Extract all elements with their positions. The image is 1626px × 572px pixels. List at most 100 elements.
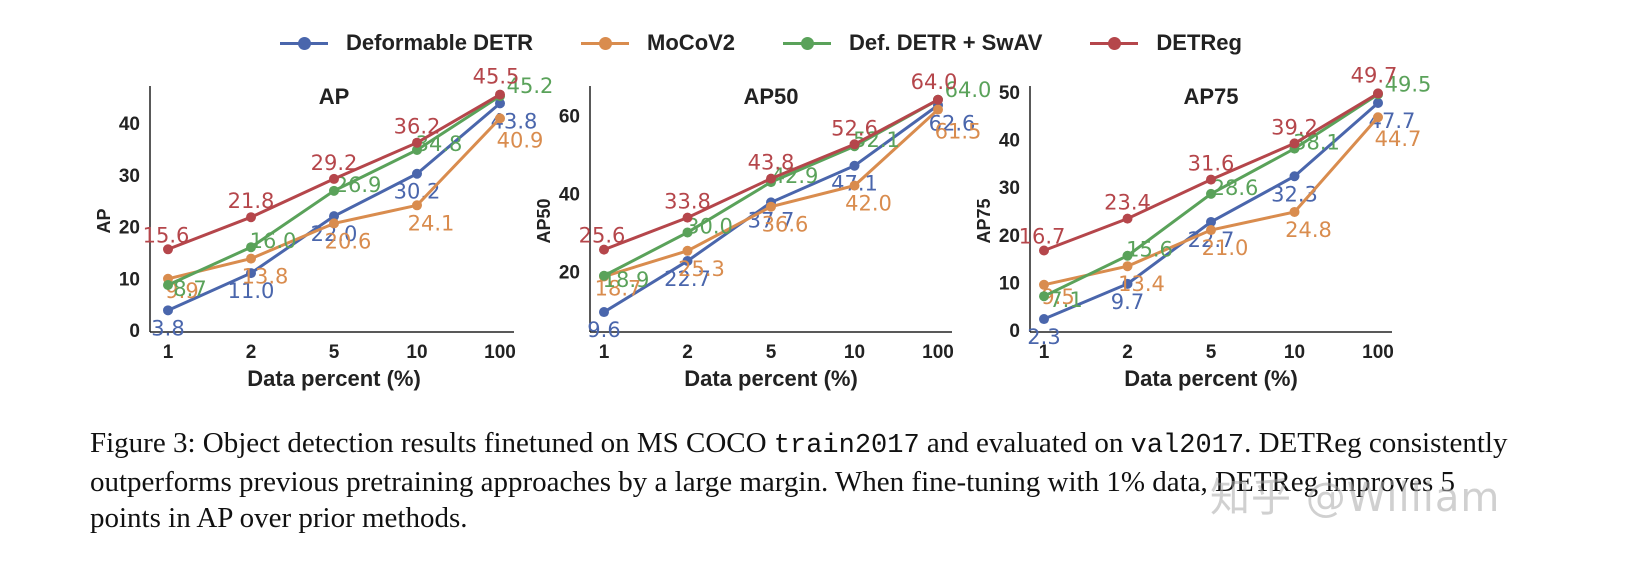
data-label: 45.2 [507,74,554,98]
data-label: 52.6 [831,116,878,140]
data-point [849,160,860,171]
legend-item-swav: Def. DETR + SwAV [783,30,1042,56]
data-point [412,168,422,179]
data-label: 24.8 [1285,218,1332,242]
figure-caption: Figure 3: Object detection results finet… [90,425,1530,536]
y-tick-label: 0 [129,321,140,342]
data-point [412,144,422,155]
data-point [1122,213,1133,224]
x-tick-label: 100 [1362,342,1394,363]
data-label: 9.7 [1111,290,1144,314]
y-tick-label: 30 [119,166,140,187]
data-label: 49.7 [1351,63,1398,87]
legend-item-detreg: DETReg [1090,30,1242,56]
data-point [1373,97,1383,108]
data-label: 30.0 [686,214,733,238]
data-label: 18.7 [595,277,642,301]
data-label: 25.6 [579,224,626,248]
data-label: 22.7 [664,267,711,291]
data-point [1039,291,1049,302]
data-point [246,212,256,223]
x-tick-label: 5 [329,342,340,363]
y-tick-label: 20 [999,226,1020,247]
data-label: 37.7 [748,208,795,232]
data-point [495,98,505,109]
data-label: 36.2 [394,115,441,139]
data-point [682,227,693,238]
data-label: 30.2 [394,180,441,204]
data-point [682,245,693,256]
data-point [1122,250,1133,261]
data-label: 16.7 [1019,225,1066,249]
data-label: 7.1 [1049,288,1082,312]
data-label: 11.0 [228,279,275,303]
x-tick-label: 2 [1122,342,1133,363]
x-tick-label: 5 [1206,342,1217,363]
data-point [1206,216,1216,227]
chart-title: AP [319,84,350,109]
x-tick-label: 10 [1284,342,1305,363]
data-label: 25.3 [678,257,725,281]
caption-rest: . DETReg consistently outperforms previo… [90,427,1508,534]
data-label: 16.0 [250,229,297,253]
data-point [599,307,609,318]
data-point [1039,314,1049,325]
x-axis-label: Data percent (%) [1124,366,1298,391]
data-label: 13.8 [242,265,289,289]
legend-swatch [1090,36,1139,50]
data-point [1373,112,1383,123]
legend-swatch [280,36,328,50]
watermark: 知乎 @William [1210,475,1501,521]
data-label: 21.0 [1202,236,1249,260]
legend-item-deformable-detr: Deformable DETR [280,30,533,56]
y-axis-label: AP [94,208,114,233]
data-point [1206,225,1216,236]
data-point [412,137,422,148]
legend-item-mocov2: MoCoV2 [581,30,735,56]
data-label: 36.6 [762,213,809,237]
data-point [329,211,339,222]
y-tick-label: 0 [1009,321,1020,342]
y-axis-label: AP75 [974,198,994,243]
data-point [329,218,339,229]
data-label: 2.3 [1027,325,1060,349]
data-label: 64.0 [945,78,992,102]
legend-label: Def. DETR + SwAV [849,30,1043,55]
x-axis-label: Data percent (%) [684,366,858,391]
x-tick-label: 100 [922,342,954,363]
data-label: 49.5 [1385,72,1432,96]
data-label: 13.4 [1118,272,1165,296]
y-tick-label: 40 [559,184,580,205]
caption-middle: and evaluated on [919,427,1131,459]
data-point [849,180,860,191]
y-tick-label: 30 [999,178,1020,199]
legend-label: DETReg [1156,30,1242,55]
data-label: 45.5 [473,65,520,89]
data-label: 62.6 [929,111,976,135]
data-label: 33.8 [664,190,711,214]
data-point [163,305,173,316]
data-point [766,201,776,212]
data-point [1206,174,1216,185]
data-label: 20.6 [325,229,372,253]
y-tick-label: 10 [999,273,1020,294]
x-tick-label: 1 [599,342,610,363]
data-label: 64.0 [911,70,958,94]
chart-title: AP50 [743,84,798,109]
data-point [682,212,693,223]
data-label: 31.6 [1188,152,1235,176]
data-point [1289,206,1300,217]
data-point [682,255,693,266]
data-point [163,244,173,255]
x-tick-label: 2 [246,342,257,363]
data-point [163,279,173,290]
data-label: 34.8 [416,132,463,156]
caption-prefix: Figure 3: Object detection results finet… [90,427,774,459]
x-tick-label: 5 [766,342,777,363]
data-label: 29.2 [311,151,358,175]
legend-label: MoCoV2 [647,30,736,55]
y-tick-label: 60 [559,106,580,127]
data-label: 28.6 [1212,176,1259,200]
